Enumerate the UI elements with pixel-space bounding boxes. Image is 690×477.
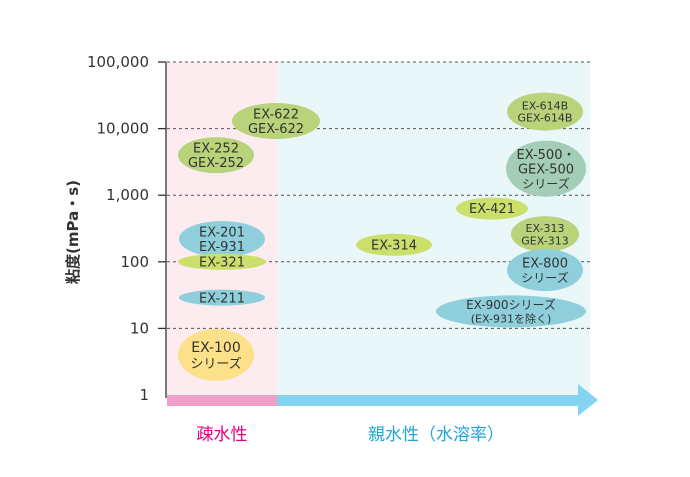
- bubble-shape: [507, 249, 583, 292]
- y-tick-label: 10: [130, 319, 149, 337]
- bubble-label: EX-500・: [517, 148, 576, 163]
- product-bubble: EX-421: [456, 197, 528, 220]
- bubble-shape: [178, 253, 266, 270]
- bubble-label: EX-421: [469, 202, 515, 217]
- y-axis-ticks: 1 10 100 1,000 10,000 100,000: [87, 53, 166, 404]
- bubble-label: シリーズ: [522, 176, 569, 191]
- y-tick-label: 1: [139, 386, 149, 404]
- bubble-shape: [511, 216, 579, 253]
- bubble-label: EX-314: [371, 238, 417, 253]
- bubble-label: シリーズ: [190, 356, 241, 372]
- y-axis-title: 粘度(mPa・s): [64, 180, 82, 284]
- bubble-label: (EX-931を除く): [471, 311, 552, 325]
- bubble-shape: [356, 233, 432, 256]
- bubble-label: シリーズ: [521, 270, 568, 285]
- grid-lines: [167, 61, 590, 329]
- bubble-label: GEX-614B: [518, 112, 573, 125]
- bubble-label: GEX-313: [521, 234, 568, 247]
- hydrophobic-axis-bar: [167, 395, 277, 406]
- product-bubble: EX-211: [179, 289, 265, 306]
- product-bubble: EX-321: [178, 253, 266, 270]
- bubble-label: EX-900シリーズ: [466, 297, 556, 312]
- y-tick-label: 100: [120, 253, 149, 271]
- bubble-label: EX-100: [191, 340, 241, 356]
- bubble-label: EX-201: [199, 225, 245, 240]
- bubble-label: EX-622: [253, 107, 299, 122]
- product-bubbles: EX-622GEX-622EX-252GEX-252EX-201EX-931EX…: [178, 92, 586, 381]
- bubble-shape: [232, 103, 320, 140]
- hydrophilic-axis-bar: [277, 395, 579, 406]
- hydrophobic-label: 疎水性: [197, 425, 248, 445]
- bubble-label: EX-321: [199, 255, 245, 270]
- product-bubble: EX-900シリーズ(EX-931を除く): [436, 295, 586, 328]
- bubble-shape: [179, 289, 265, 306]
- hydrophilic-arrow-head: [578, 384, 598, 416]
- bubble-shape: [456, 197, 528, 220]
- y-tick-label: 100,000: [87, 53, 149, 71]
- y-tick-label: 1,000: [106, 186, 149, 204]
- product-bubble: EX-314: [356, 233, 432, 256]
- bubble-shape: [507, 92, 583, 131]
- bubble-label: EX-252: [193, 142, 239, 157]
- hydrophilic-label: 親水性（水溶率）: [368, 425, 504, 445]
- bubble-shape: [436, 295, 586, 328]
- y-tick-label: 10,000: [97, 120, 150, 138]
- bubble-label: GEX-252: [188, 156, 244, 171]
- bubble-label: GEX-622: [248, 122, 304, 137]
- bubble-label: EX-800: [522, 257, 568, 272]
- bubble-shape: [178, 328, 254, 381]
- bubble-shape: [178, 137, 254, 174]
- bubble-label: EX-614B: [522, 99, 568, 112]
- bubble-label: EX-313: [526, 222, 565, 235]
- bubble-shape: [506, 140, 586, 197]
- bubble-shape: [179, 220, 265, 257]
- bubble-label: GEX-500: [518, 162, 574, 177]
- bubble-label: EX-211: [199, 291, 245, 306]
- bubble-label: EX-931: [199, 240, 245, 255]
